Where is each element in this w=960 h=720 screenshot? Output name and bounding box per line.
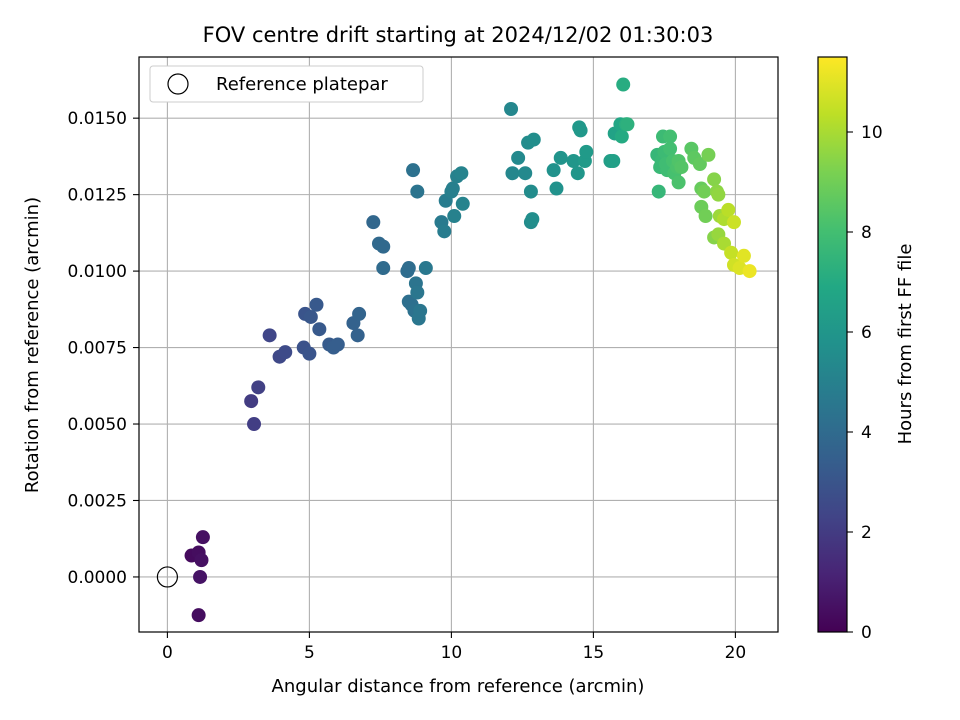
data-point [193,569,208,584]
data-point [376,239,391,254]
data-point [312,322,327,337]
data-point [191,608,206,623]
data-point [526,132,541,147]
data-point [566,153,581,168]
data-point [701,147,716,162]
reference-marker-icon [167,73,189,95]
data-point [726,215,741,230]
data-point [410,285,425,300]
data-point [418,261,433,276]
data-point [525,212,540,227]
colorbar-tick-label: 0 [861,623,872,643]
chart-title: FOV centre drift starting at 2024/12/02 … [203,23,714,47]
x-tick-label: 10 [441,643,463,663]
data-point [455,196,470,211]
data-point [511,150,526,165]
reference-platepar-point [156,566,178,588]
data-point [410,184,425,199]
y-tick-label: 0.0000 [68,568,127,588]
data-point [504,101,519,116]
data-point [505,166,520,181]
data-point [195,530,210,545]
data-point [366,215,381,230]
data-point [698,209,713,224]
y-tick-label: 0.0075 [68,339,127,359]
data-point [721,202,736,217]
data-point [244,394,259,409]
data-point [413,303,428,318]
data-point [303,309,318,324]
data-point [406,163,421,178]
y-tick-label: 0.0100 [68,262,127,282]
colorbar-ticks: 0 2 4 6 8 10 [847,123,883,643]
colorbar-tick-label: 8 [861,223,872,243]
data-point [707,172,722,187]
x-tick-label: 15 [583,643,605,663]
x-axis-label: Angular distance from reference (arcmin) [272,676,645,697]
data-point [736,248,751,263]
x-axis: 0 5 10 15 20 [162,632,746,663]
data-point [309,297,324,312]
x-tick-label: 5 [304,643,315,663]
data-point [663,141,678,156]
data-point [437,224,452,239]
colorbar-label: Hours from first FF file [895,244,916,445]
grid [139,57,778,632]
colorbar-tick-label: 6 [861,323,872,343]
data-point [447,209,462,224]
data-point [579,144,594,159]
data-point [302,346,317,361]
data-point [401,261,416,276]
data-point [573,123,588,138]
data-point [278,345,293,360]
data-point [724,245,739,260]
data-point [549,181,564,196]
data-point [606,153,621,168]
data-point [194,553,209,568]
data-point [330,337,345,352]
y-tick-label: 0.0025 [68,491,127,511]
data-point [671,175,686,190]
data-point [674,160,689,175]
data-point [352,306,367,321]
y-tick-label: 0.0150 [68,109,127,129]
data-point [518,166,533,181]
x-tick-label: 20 [725,643,747,663]
data-point [376,261,391,276]
data-point [523,184,538,199]
data-point [251,380,266,395]
y-tick-label: 0.0125 [68,186,127,206]
data-point [350,328,365,343]
data-point [247,417,262,432]
data-point [614,129,629,144]
y-tick-label: 0.0050 [68,415,127,435]
data-point [262,328,277,343]
data-point [692,157,707,172]
x-tick-label: 0 [162,643,173,663]
colorbar-tick-label: 4 [861,423,872,443]
data-point [445,181,460,196]
data-point [711,187,726,202]
data-point [620,117,635,132]
data-point [454,166,469,181]
y-axis: 0.0000 0.0025 0.0050 0.0075 0.0100 0.0125 0.01… [68,109,139,588]
data-point [570,166,585,181]
legend-label: Reference platepar [216,74,388,95]
colorbar [817,56,848,633]
y-axis-label: Rotation from reference (arcmin) [22,197,43,493]
legend-box [149,65,424,103]
data-point [546,163,561,178]
data-point [616,77,631,92]
data-point [651,184,666,199]
data-point [553,150,568,165]
data-point [663,129,678,144]
legend: Reference platepar [149,65,424,103]
data-point [697,184,712,199]
data-points [184,77,757,623]
colorbar-tick-label: 10 [861,123,883,143]
data-point [742,264,757,279]
colorbar-tick-label: 2 [861,523,872,543]
plot-frame [138,56,779,633]
